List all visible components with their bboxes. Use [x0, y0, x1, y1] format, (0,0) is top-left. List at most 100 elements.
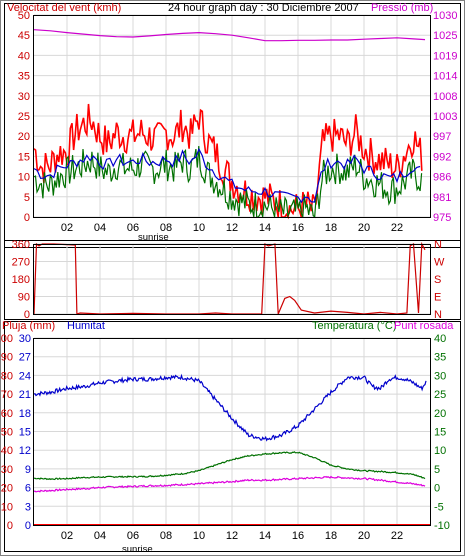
pressure-tick-label: 997: [433, 131, 451, 143]
temp-panel-frame: [4, 321, 461, 552]
hour-tick-label: 14: [259, 530, 271, 542]
pressure-tick-label: 986: [433, 172, 451, 184]
hour-tick-label: 22: [391, 222, 403, 234]
hour-tick-label: 04: [94, 222, 106, 234]
hour-tick-label: 12: [226, 530, 238, 542]
wind-tick-label: 40: [18, 50, 30, 62]
wind-tick-label: 15: [18, 151, 30, 163]
pressure-label: Pressió (mb): [371, 2, 433, 14]
hour-tick-label: 02: [61, 222, 73, 234]
pressure-axis-right: 975 981 986 992 997 1003 1008 1014 1019 1025 1030: [433, 10, 457, 224]
pressure-tick-label: 975: [433, 212, 451, 224]
hour-tick-label: 16: [292, 222, 304, 234]
wind-tick-label: 25: [18, 111, 30, 123]
wind-tick-label: 30: [18, 91, 30, 103]
rain-label: Pluja (mm): [2, 320, 55, 332]
direction-panel-frame: [4, 240, 461, 320]
wind-tick-label: 0: [24, 212, 30, 224]
hour-tick-label: 08: [160, 222, 172, 234]
sunrise-label: sunrise: [138, 232, 169, 243]
pressure-tick-label: 1008: [433, 91, 457, 103]
temperature-tick-label: 5: [434, 464, 440, 476]
pressure-tick-label: 981: [433, 192, 451, 204]
hour-tick-label: 18: [325, 530, 337, 542]
wind-tick-label: 20: [18, 131, 30, 143]
hour-tick-label: 18: [325, 222, 337, 234]
rain-tick-label: 10: [1, 501, 13, 513]
humidity-line: [33, 373, 427, 442]
direction-tick-label: 90: [18, 292, 30, 304]
direction-axis-left: 0 90 180 270 360: [12, 239, 30, 321]
temperature-tick-label: 0: [434, 483, 440, 495]
humidity-tick-label: 9: [25, 464, 31, 476]
hour-tick-label: 10: [193, 222, 205, 234]
humidity-tick-label: 24: [19, 370, 31, 382]
hour-tick-label: 02: [61, 530, 73, 542]
humidity-tick-label: 18: [19, 408, 31, 420]
smoothed-wind-line: [33, 147, 421, 204]
hour-tick-label: 12: [226, 222, 238, 234]
temperature-tick-label: 40: [434, 333, 446, 345]
compass-tick-label: N: [434, 239, 442, 251]
humidity-tick-label: 3: [25, 501, 31, 513]
pressure-tick-label: 1019: [433, 50, 457, 62]
humidity-tick-label: 12: [19, 445, 31, 457]
compass-tick-label: S: [434, 274, 441, 286]
temperature-tick-label: 20: [434, 408, 446, 420]
rain-humidity-axes: 00 10 3 20 6 30 9 40 12 50 15 60 18 70 21 80 24 90 27 100 30: [0, 333, 31, 532]
wind-series: [33, 29, 426, 220]
humidity-tick-label: 0: [25, 520, 31, 532]
direction-tick-label: 0: [24, 309, 30, 321]
rain-tick-label: 70: [1, 389, 13, 401]
compass-tick-label: W: [434, 257, 445, 269]
direction-tick-label: 270: [12, 257, 30, 269]
temperature-tick-label: -10: [434, 520, 450, 532]
pressure-tick-label: 992: [433, 151, 451, 163]
wind-axis-left: 0 5 10 15 20 25 30 35 40 45 50: [18, 10, 30, 224]
direction-plot-area: [33, 244, 431, 315]
humidity-tick-label: 27: [19, 352, 31, 364]
temperature-tick-label: 15: [434, 427, 446, 439]
wind-tick-label: 35: [18, 71, 30, 83]
wind-x-axis: 02 04 06 08 10 12 14 16 18 20 22: [61, 222, 403, 234]
hour-tick-label: 10: [193, 530, 205, 542]
pressure-tick-label: 1030: [433, 10, 457, 22]
temp-grid: [34, 337, 430, 526]
wind-tick-label: 45: [18, 30, 30, 42]
humidity-tick-label: 15: [19, 427, 31, 439]
rain-tick-label: 100: [0, 333, 13, 345]
wind-plot-area: [33, 15, 431, 218]
direction-tick-label: 360: [12, 239, 30, 251]
rain-tick-label: 90: [1, 352, 13, 364]
dew-point-line: [33, 475, 426, 493]
hour-tick-label: 08: [160, 530, 172, 542]
humidity-tick-label: 21: [19, 389, 31, 401]
rain-tick-label: 20: [1, 483, 13, 495]
pressure-tick-label: 1014: [433, 71, 457, 83]
temperature-tick-label: -5: [434, 501, 444, 513]
gust-line: [33, 103, 423, 220]
rain-tick-label: 40: [1, 445, 13, 457]
temperature-tick-label: 35: [434, 352, 446, 364]
hour-tick-label: 22: [391, 530, 403, 542]
temperature-label: Temperatura (°C): [312, 320, 396, 332]
rain-tick-label: 60: [1, 408, 13, 420]
hour-tick-label: 06: [127, 530, 139, 542]
humidity-tick-label: 30: [19, 333, 31, 345]
direction-tick-label: 180: [12, 274, 30, 286]
rain-tick-label: 50: [1, 427, 13, 439]
hour-tick-label: 16: [292, 530, 304, 542]
temp-x-axis: 02 04 06 08 10 12 14 16 18 20 22: [61, 530, 403, 542]
wind-tick-label: 50: [18, 10, 30, 22]
hour-tick-label: 04: [94, 530, 106, 542]
wind-tick-label: 5: [24, 192, 30, 204]
temperature-tick-label: 10: [434, 445, 446, 457]
dew-point-label: Punt rosada: [394, 320, 454, 332]
humidity-tick-label: 6: [25, 483, 31, 495]
temperature-tick-label: 30: [434, 370, 446, 382]
rain-tick-label: 0: [7, 520, 13, 532]
compass-tick-label: E: [434, 292, 441, 304]
